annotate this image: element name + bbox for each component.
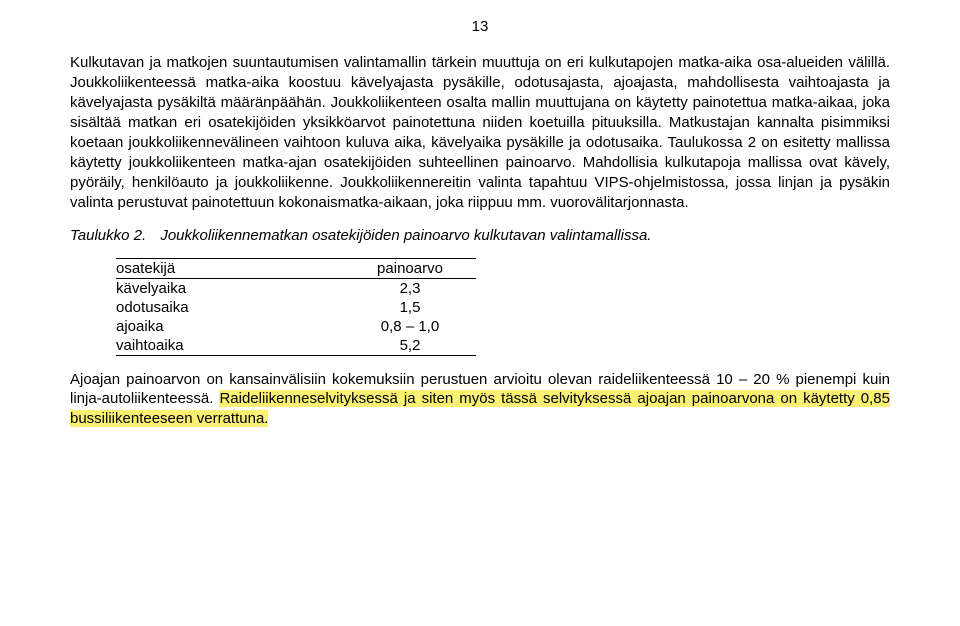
caption-label: Taulukko 2. (70, 227, 146, 244)
table-header-row: osatekijä painoarvo (116, 258, 476, 278)
cell-osatekija: ajoaika (116, 317, 350, 336)
cell-osatekija: kävelyaika (116, 278, 350, 298)
cell-osatekija: vaihtoaika (116, 336, 350, 356)
cell-painoarvo: 2,3 (350, 278, 476, 298)
table-row: kävelyaika 2,3 (116, 278, 476, 298)
table-row: odotusaika 1,5 (116, 298, 476, 317)
table-header-painoarvo: painoarvo (350, 258, 476, 278)
cell-painoarvo: 0,8 – 1,0 (350, 317, 476, 336)
paragraph-2: Ajoajan painoarvon on kansainvälisiin ko… (70, 370, 890, 430)
weights-table: osatekijä painoarvo kävelyaika 2,3 odotu… (116, 258, 476, 356)
table-caption: Taulukko 2. Joukkoliikennematkan osateki… (70, 227, 890, 244)
table-row: vaihtoaika 5,2 (116, 336, 476, 356)
cell-painoarvo: 5,2 (350, 336, 476, 356)
table-header-osatekija: osatekijä (116, 258, 350, 278)
cell-painoarvo: 1,5 (350, 298, 476, 317)
page-number: 13 (70, 18, 890, 35)
cell-osatekija: odotusaika (116, 298, 350, 317)
caption-text: Joukkoliikennematkan osatekijöiden paino… (160, 227, 651, 244)
table-row: ajoaika 0,8 – 1,0 (116, 317, 476, 336)
paragraph-1: Kulkutavan ja matkojen suuntautumisen va… (70, 53, 890, 213)
